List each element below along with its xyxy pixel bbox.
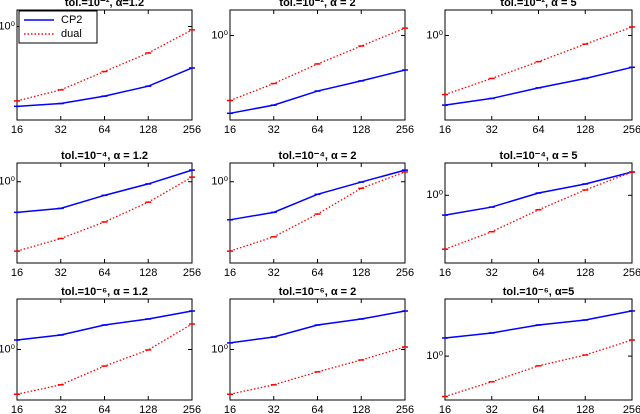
plot-area (229, 162, 406, 264)
y-tick-label: 10⁰ (426, 29, 443, 41)
x-tick-label: 256 (183, 404, 201, 414)
x-tick-label: 32 (55, 404, 67, 414)
subplot: tol.=10⁻⁴, α = 2 16 32 64 128 256 10⁰ (211, 150, 414, 279)
x-tick-label: 256 (623, 404, 640, 414)
subplot: tol.=10⁻⁶, α=5 16 32 64 128 256 10⁰ (426, 286, 640, 414)
x-tick-label: 16 (224, 404, 236, 414)
x-tick-label: 256 (396, 124, 414, 136)
x-tick-label: 128 (139, 404, 157, 414)
y-tick-label: 10⁰ (211, 176, 228, 188)
x-tick-label: 64 (98, 124, 110, 136)
x-tick-label: 32 (55, 124, 67, 136)
x-tick-label: 32 (268, 124, 280, 136)
legend-box (18, 10, 98, 44)
y-tick-label: 10⁰ (426, 189, 443, 201)
x-tick-label: 32 (268, 404, 280, 414)
subplot-title: tol.=10⁻⁶, α = 2 (279, 286, 357, 298)
y-tick-label: 10⁰ (0, 176, 16, 188)
x-tick-label: 16 (224, 124, 236, 136)
subplot: tol.=10⁻⁴, α = 1.2 16 32 64 128 256 10⁰ (0, 150, 201, 279)
x-tick-label: 32 (55, 267, 67, 279)
x-tick-label: 16 (439, 267, 451, 279)
subplot: tol.=10⁻⁶, α = 1.2 16 32 64 128 256 10⁰ (0, 286, 201, 414)
subplot: tol.=10⁻², α = 5 16 32 64 128 256 10⁰ (426, 0, 640, 136)
subplot-title: tol.=10⁻², α = 2 (279, 0, 355, 9)
plot-area (444, 298, 633, 401)
x-tick-label: 128 (352, 404, 370, 414)
x-tick-label: 32 (486, 404, 498, 414)
x-tick-label: 16 (439, 124, 451, 136)
x-tick-label: 16 (11, 404, 23, 414)
subplot: tol.=10⁻², α=1.2 16 32 64 128 256 10⁰ CP2 dual (0, 0, 201, 136)
plot-area (444, 9, 633, 121)
subplot-title: tol.=10⁻⁴, α = 1.2 (61, 150, 148, 162)
x-tick-label: 64 (311, 267, 323, 279)
x-tick-label: 128 (352, 124, 370, 136)
x-tick-label: 256 (183, 124, 201, 136)
y-tick-label: 10⁰ (0, 343, 16, 355)
x-tick-label: 128 (139, 124, 157, 136)
plot-area (16, 298, 193, 401)
subplot-title: tol.=10⁻⁴, α = 2 (279, 150, 357, 162)
x-tick-label: 16 (439, 404, 451, 414)
subplot-title: tol.=10⁻⁶, α = 1.2 (61, 286, 148, 298)
x-tick-label: 256 (623, 124, 640, 136)
y-tick-label: 10⁰ (211, 29, 228, 41)
x-tick-label: 256 (396, 267, 414, 279)
x-tick-label: 64 (98, 404, 110, 414)
x-tick-label: 64 (311, 404, 323, 414)
x-tick-label: 32 (486, 267, 498, 279)
plot-area (229, 298, 406, 401)
x-tick-label: 128 (139, 267, 157, 279)
x-tick-label: 128 (576, 267, 594, 279)
x-tick-label: 128 (576, 124, 594, 136)
x-tick-label: 256 (623, 267, 640, 279)
x-tick-label: 32 (486, 124, 498, 136)
series-line (229, 346, 406, 395)
x-tick-label: 32 (268, 267, 280, 279)
y-tick-label: 10⁰ (211, 343, 228, 355)
plot-area (444, 162, 633, 264)
subplot: tol.=10⁻², α = 2 16 32 64 128 256 10⁰ (211, 0, 414, 136)
x-tick-label: 16 (11, 267, 23, 279)
x-tick-label: 256 (183, 267, 201, 279)
x-tick-label: 128 (576, 404, 594, 414)
x-tick-label: 64 (532, 124, 544, 136)
subplot: tol.=10⁻⁴, α = 5 16 32 64 128 256 10⁰ (426, 150, 640, 279)
x-tick-label: 64 (311, 124, 323, 136)
x-tick-label: 16 (11, 124, 23, 136)
x-tick-label: 64 (98, 267, 110, 279)
y-tick-label: 10⁰ (0, 20, 16, 32)
x-tick-label: 128 (352, 267, 370, 279)
y-tick-label: 10⁰ (426, 350, 443, 362)
legend-label: dual (61, 28, 82, 40)
plot-area (229, 9, 406, 121)
x-tick-label: 64 (532, 404, 544, 414)
x-tick-label: 64 (532, 267, 544, 279)
subplot-title: tol.=10⁻⁶, α=5 (503, 286, 574, 298)
subplot-title: tol.=10⁻⁴, α = 5 (500, 150, 578, 162)
x-tick-label: 256 (396, 404, 414, 414)
legend-label: CP2 (61, 14, 82, 26)
subplot: tol.=10⁻⁶, α = 2 16 32 64 128 256 10⁰ (211, 286, 414, 414)
subplot-title: tol.=10⁻², α=1.2 (65, 0, 144, 9)
subplot-title: tol.=10⁻², α = 5 (500, 0, 576, 9)
x-tick-label: 16 (224, 267, 236, 279)
